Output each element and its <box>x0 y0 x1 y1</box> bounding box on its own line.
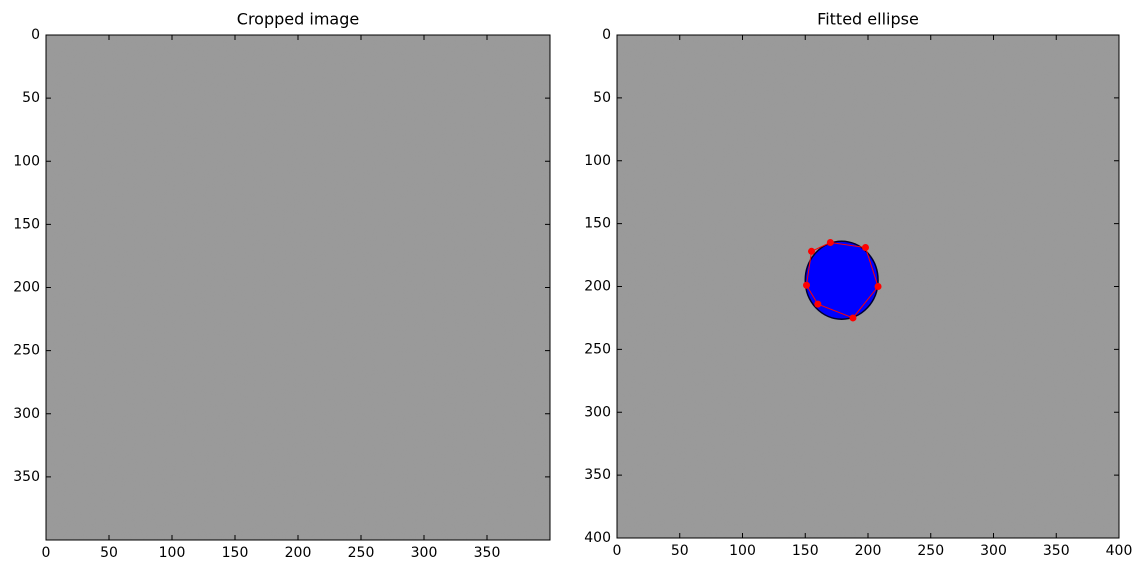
x-tick-label: 150 <box>222 545 249 561</box>
y-tick-label: 300 <box>13 406 40 422</box>
y-tick-label: 400 <box>584 530 611 546</box>
point <box>849 314 856 321</box>
y-tick-label: 50 <box>593 90 611 106</box>
y-tick-label: 50 <box>22 90 40 106</box>
x-tick-label: 100 <box>159 545 186 561</box>
x-tick-label: 0 <box>42 545 51 561</box>
y-tick-label: 150 <box>13 216 40 232</box>
chart-title: Cropped image <box>237 10 359 29</box>
y-tick-label: 200 <box>584 279 611 295</box>
y-tick-label: 200 <box>13 280 40 296</box>
x-tick-label: 350 <box>1043 543 1070 559</box>
y-tick-label: 350 <box>584 467 611 483</box>
image <box>46 35 550 540</box>
point <box>808 248 815 255</box>
y-tick-label: 350 <box>13 469 40 485</box>
x-tick-label: 300 <box>411 545 438 561</box>
x-tick-label: 150 <box>792 543 819 559</box>
x-tick-label: 200 <box>285 545 312 561</box>
x-tick-label: 200 <box>855 543 882 559</box>
x-tick-label: 0 <box>613 543 622 559</box>
x-tick-label: 250 <box>917 543 944 559</box>
y-tick-label: 0 <box>31 27 40 43</box>
page: Cropped image 0 50 100 150 200 250 300 350 0 50 100… <box>0 0 1141 562</box>
y-tick-label: 300 <box>584 404 611 420</box>
y-tick-label: 0 <box>602 27 611 43</box>
point <box>875 283 882 290</box>
x-tick-label: 250 <box>348 545 375 561</box>
x-tick-label: 400 <box>1106 543 1133 559</box>
point <box>862 244 869 251</box>
y-tick-label: 100 <box>584 153 611 169</box>
x-tick-label: 350 <box>474 545 501 561</box>
figure: Cropped image 0 50 100 150 200 250 300 350 0 50 100… <box>0 0 1141 562</box>
x-tick-label: 50 <box>100 545 118 561</box>
y-tick-label: 250 <box>584 341 611 357</box>
x-tick-label: 100 <box>729 543 756 559</box>
point <box>814 301 821 308</box>
point <box>827 239 834 246</box>
x-tick-label: 300 <box>980 543 1007 559</box>
y-tick-label: 100 <box>13 153 40 169</box>
x-tick-label: 50 <box>671 543 689 559</box>
y-tick-label: 250 <box>13 343 40 359</box>
chart-title: Fitted ellipse <box>817 10 919 29</box>
point <box>803 282 810 289</box>
y-tick-label: 150 <box>584 216 611 232</box>
